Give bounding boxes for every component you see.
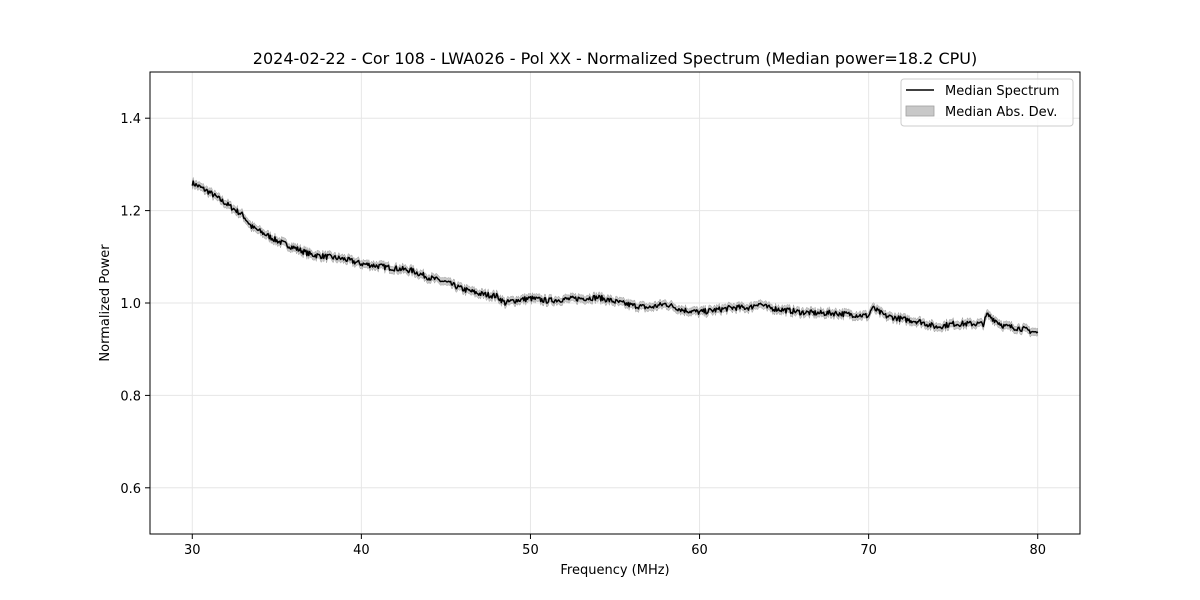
median-spectrum-line — [191, 180, 1039, 335]
y-tick-label: 1.0 — [120, 297, 141, 312]
y-tick-label: 1.4 — [120, 112, 141, 127]
chart-title: 2024-02-22 - Cor 108 - LWA026 - Pol XX -… — [253, 49, 977, 68]
grid-lines — [150, 72, 1080, 534]
x-tick-label: 40 — [353, 543, 370, 558]
x-tick-label: 60 — [691, 543, 708, 558]
x-axis-label: Frequency (MHz) — [560, 563, 669, 578]
y-tick-label: 1.2 — [120, 205, 141, 220]
legend-label-mad: Median Abs. Dev. — [945, 105, 1057, 120]
x-tick-label: 30 — [184, 543, 201, 558]
y-tick-label: 0.6 — [120, 482, 141, 497]
x-tick-label: 70 — [860, 543, 877, 558]
y-axis-ticks: 0.6 0.8 1.0 1.2 1.4 — [120, 112, 150, 497]
x-axis-ticks: 30 40 50 60 70 80 — [184, 534, 1046, 558]
legend-band-swatch — [905, 105, 935, 117]
legend-box — [900, 78, 1074, 127]
x-tick-label: 80 — [1029, 543, 1046, 558]
x-tick-label: 50 — [522, 543, 539, 558]
legend: Median Spectrum Median Abs. Dev. — [900, 78, 1074, 127]
y-tick-label: 0.8 — [120, 389, 141, 404]
legend-label-median-spectrum: Median Spectrum — [945, 84, 1059, 99]
y-axis-label: Normalized Power — [98, 244, 113, 362]
